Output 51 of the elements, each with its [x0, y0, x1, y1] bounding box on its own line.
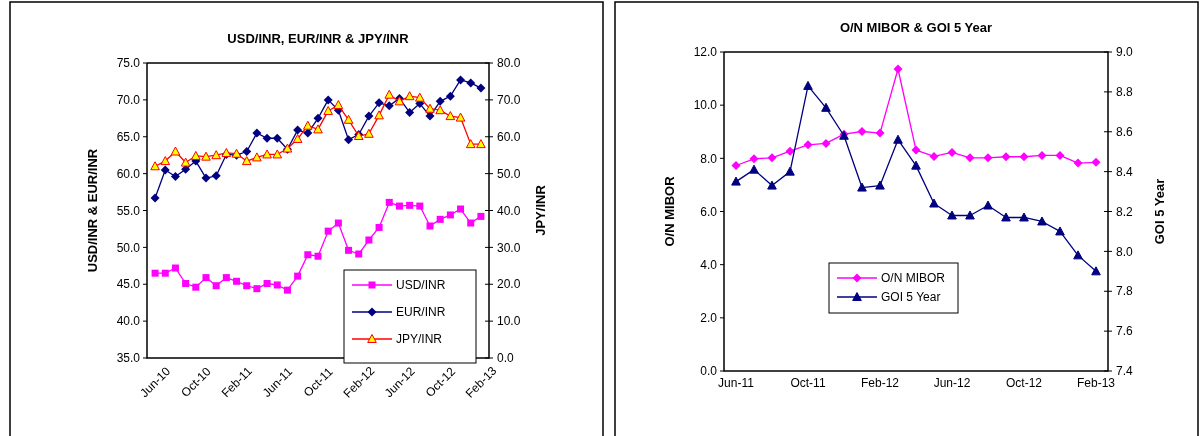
- y-tick-label: 60.0: [116, 166, 141, 181]
- chart-title: USD/INR, EUR/INR & JPY/INR: [227, 31, 410, 46]
- y2-tick-label: 70.0: [497, 93, 521, 108]
- y-tick-label: 45.0: [116, 277, 141, 292]
- y-axis-title: USD/INR & EUR/INR: [85, 148, 100, 273]
- y2-tick-label: 7.6: [1116, 324, 1134, 339]
- y-tick-label: 50.0: [116, 240, 141, 255]
- y-tick-label: 35.0: [116, 351, 141, 366]
- y2-tick-label: 60.0: [497, 129, 521, 144]
- y-tick-label: 10.0: [693, 98, 718, 113]
- x-tick-label: Jun-12: [933, 376, 971, 390]
- y2-tick-label: 20.0: [497, 277, 521, 292]
- y2-tick-label: 80.0: [497, 56, 521, 71]
- y2-tick-label: 8.8: [1116, 85, 1134, 100]
- y-tick-label: 70.0: [116, 93, 141, 108]
- y2-tick-label: 30.0: [497, 240, 521, 255]
- y2-tick-label: 8.2: [1116, 204, 1134, 219]
- x-tick-label: Oct-12: [1005, 376, 1043, 390]
- y2-tick-label: 7.8: [1116, 284, 1134, 299]
- y2-axis-title: GOI 5 Year: [1152, 178, 1167, 245]
- y-tick-label: 65.0: [116, 129, 141, 144]
- y-tick-label: 55.0: [116, 203, 141, 218]
- y2-tick-label: 7.4: [1116, 364, 1134, 379]
- y2-axis-title: JPY/INR: [533, 184, 548, 236]
- legend-label: O/N MIBOR: [881, 271, 946, 286]
- legend-label: EUR/INR: [396, 305, 446, 320]
- y2-tick-label: 10.0: [497, 314, 521, 329]
- x-tick-label: Oct-11: [790, 376, 826, 390]
- y-tick-label: 8.0: [700, 151, 718, 166]
- y2-tick-label: 8.4: [1116, 164, 1134, 179]
- legend-label: JPY/INR: [396, 332, 443, 347]
- y2-tick-label: 0.0: [497, 351, 515, 366]
- y2-tick-label: 8.0: [1116, 244, 1134, 259]
- y-tick-label: 12.0: [693, 45, 718, 60]
- y-tick-label: 4.0: [700, 257, 718, 272]
- y-tick-label: 40.0: [116, 314, 141, 329]
- y-tick-label: 6.0: [700, 204, 718, 219]
- legend-label: USD/INR: [396, 278, 446, 293]
- y2-tick-label: 40.0: [497, 203, 521, 218]
- legend-label: GOI 5 Year: [881, 290, 941, 305]
- x-tick-label: Feb-12: [860, 376, 900, 390]
- x-tick-label: Jun-11: [718, 376, 755, 390]
- y-tick-label: 0.0: [700, 364, 718, 379]
- y2-tick-label: 8.6: [1116, 124, 1134, 139]
- y2-tick-label: 9.0: [1116, 45, 1134, 60]
- chart-title: O/N MIBOR & GOI 5 Year: [839, 20, 993, 35]
- y2-tick-label: 50.0: [497, 166, 521, 181]
- y-tick-label: 2.0: [700, 311, 718, 326]
- y-tick-label: 75.0: [116, 56, 141, 71]
- y-axis-title: O/N MIBOR: [662, 175, 677, 247]
- x-tick-label: Feb-13: [1076, 376, 1116, 390]
